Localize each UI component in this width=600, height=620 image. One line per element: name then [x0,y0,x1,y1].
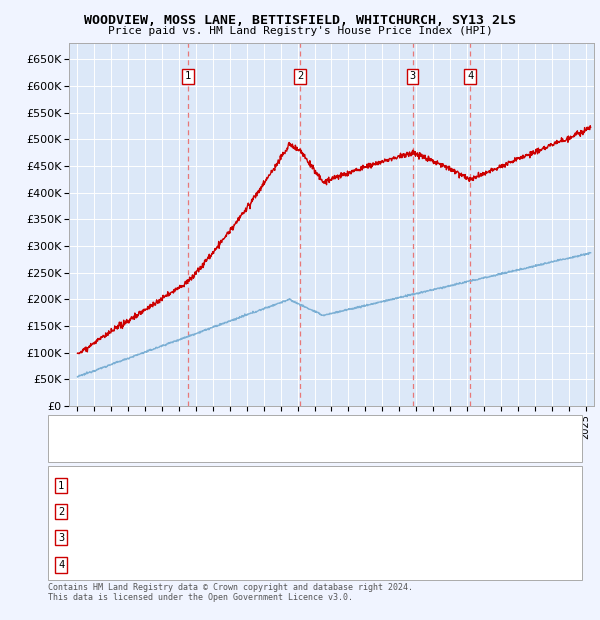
Text: Price paid vs. HM Land Registry's House Price Index (HPI): Price paid vs. HM Land Registry's House … [107,26,493,36]
Text: 1: 1 [58,480,64,490]
Text: 2: 2 [58,507,64,516]
Text: ——: —— [54,445,67,455]
Text: £480,000: £480,000 [276,507,326,516]
Text: HPI: Average price, detached house, Wrexham: HPI: Average price, detached house, Wrex… [81,445,334,455]
Text: 138% ↑ HPI: 138% ↑ HPI [408,533,470,542]
Text: 4: 4 [58,560,64,570]
Text: 1: 1 [185,71,191,81]
Text: Contains HM Land Registry data © Crown copyright and database right 2024.
This d: Contains HM Land Registry data © Crown c… [48,583,413,602]
Text: 22-FEB-2008: 22-FEB-2008 [102,507,171,516]
Text: 09-JUL-2001: 09-JUL-2001 [102,480,171,490]
Text: 15-OCT-2014: 15-OCT-2014 [102,533,171,542]
Text: £233,000: £233,000 [276,480,326,490]
Text: 3: 3 [58,533,64,542]
Text: 2: 2 [297,71,303,81]
Text: WOODVIEW, MOSS LANE, BETTISFIELD, WHITCHURCH, SY13 2LS (detached house): WOODVIEW, MOSS LANE, BETTISFIELD, WHITCH… [81,423,498,433]
Text: WOODVIEW, MOSS LANE, BETTISFIELD, WHITCHURCH, SY13 2LS: WOODVIEW, MOSS LANE, BETTISFIELD, WHITCH… [84,14,516,27]
Text: 09-MAR-2018: 09-MAR-2018 [102,560,171,570]
Text: ——: —— [54,423,67,433]
Text: 4: 4 [467,71,473,81]
Text: 3: 3 [409,71,416,81]
Text: 117% ↑ HPI: 117% ↑ HPI [408,507,470,516]
Text: 87% ↑ HPI: 87% ↑ HPI [408,560,470,570]
Text: £475,000: £475,000 [276,533,326,542]
Text: £425,000: £425,000 [276,560,326,570]
Text: 149% ↑ HPI: 149% ↑ HPI [408,480,470,490]
